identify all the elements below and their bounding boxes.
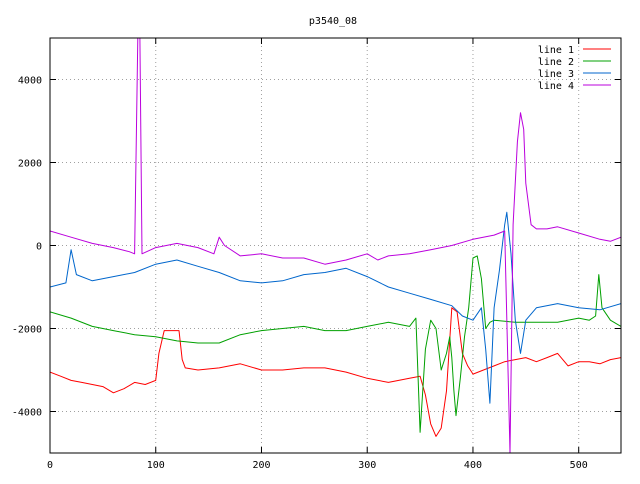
- series-line-4: [50, 38, 621, 453]
- series-line-2: [50, 255, 621, 433]
- series-layer: [50, 38, 621, 453]
- y-tick-label: 2000: [18, 159, 42, 170]
- x-tick-label: 400: [464, 460, 482, 471]
- series-line-3: [50, 211, 621, 404]
- y-tick-label: -2000: [12, 325, 42, 336]
- legend-label-2: line 2: [538, 57, 574, 68]
- x-tick-label: 300: [358, 460, 376, 471]
- x-tick-label: 0: [47, 460, 53, 471]
- legend-label-4: line 4: [538, 81, 574, 92]
- x-tick-label: 500: [570, 460, 588, 471]
- series-line-1: [50, 307, 621, 437]
- x-tick-label: 100: [147, 460, 165, 471]
- legend-label-1: line 1: [538, 45, 574, 56]
- chart-title: p3540_08: [309, 16, 357, 27]
- y-tick-label: 4000: [18, 76, 42, 87]
- x-tick-label: 200: [252, 460, 270, 471]
- axes: 0 100 200 300 400 500 -4000 -2000 0 2000 4000: [12, 37, 622, 471]
- y-tick-label: 0: [36, 242, 42, 253]
- legend-label-3: line 3: [538, 69, 574, 80]
- y-tick-label: -4000: [12, 408, 42, 419]
